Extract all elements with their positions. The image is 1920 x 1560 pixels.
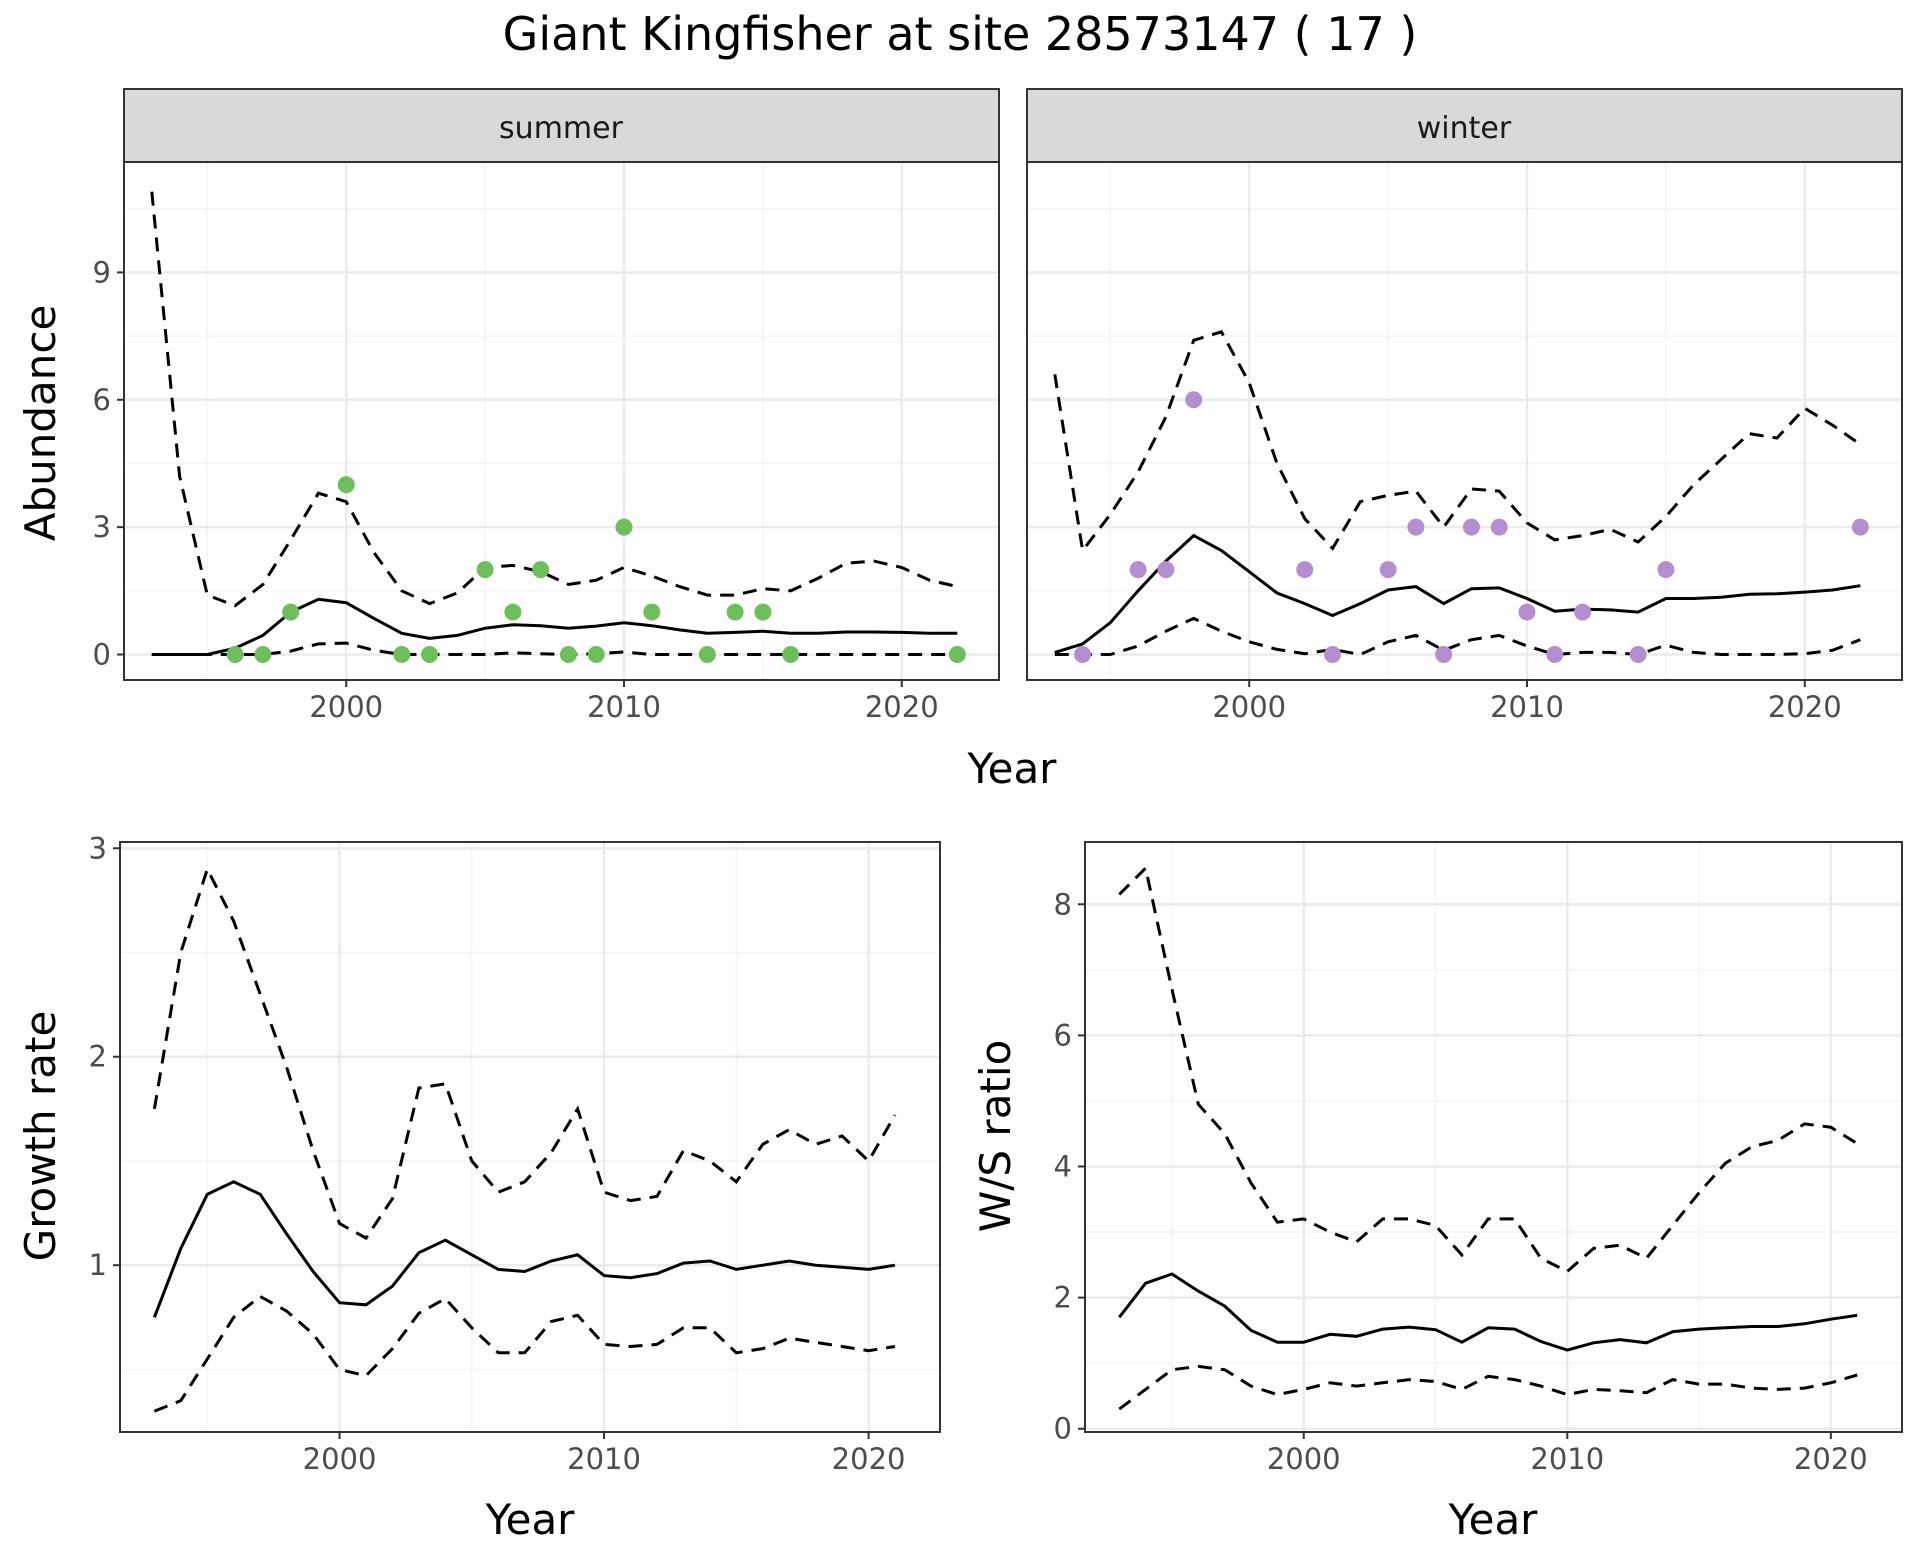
lower-bound-line	[153, 1294, 896, 1413]
ws-y-axis-label: W/S ratio	[971, 1040, 1020, 1233]
x-tick-label: 2020	[1794, 1442, 1868, 1476]
observation-point	[1435, 646, 1453, 664]
ws-x-axis-label: Year	[1448, 1495, 1539, 1544]
upper-bound-line	[152, 865, 897, 1241]
plot-background	[120, 842, 940, 1432]
lower-bound-line	[1118, 1364, 1858, 1411]
facet-strip	[1026, 88, 1903, 163]
y-tick-label: 0	[1054, 1412, 1072, 1446]
y-tick-label: 3	[93, 510, 111, 544]
observation-point	[754, 603, 772, 621]
panel-growth-rate: 2000 2010 2020 1 2 3	[89, 831, 941, 1476]
observation-point	[1157, 561, 1175, 579]
abundance-x-axis-label: Year	[967, 744, 1058, 793]
observation-point	[1518, 603, 1536, 621]
lower-bound-line	[151, 641, 958, 657]
growth-y-axis-label: Growth rate	[16, 1011, 65, 1262]
x-tick-label: 2010	[567, 1442, 641, 1476]
y-tick-label: 9	[93, 255, 111, 289]
upper-bound-line	[150, 191, 958, 608]
observation-point	[532, 561, 550, 579]
observation-point	[337, 476, 355, 494]
observation-point	[476, 561, 494, 579]
observation-point	[226, 646, 244, 664]
strip-label-summer: summer	[499, 111, 624, 146]
facet-strip	[123, 88, 1000, 163]
y-tick-label: 0	[93, 638, 111, 672]
plot-background	[1085, 842, 1902, 1432]
observation-point	[1657, 561, 1675, 579]
observation-point	[615, 518, 633, 536]
plot-background	[124, 162, 999, 680]
strip-label-winter: winter	[1417, 111, 1512, 146]
observation-point	[1296, 561, 1314, 579]
observation-point	[782, 646, 800, 664]
observation-point	[1324, 646, 1342, 664]
upper-bound-line	[1118, 865, 1858, 1274]
observation-point	[504, 603, 522, 621]
x-tick-label: 2000	[1267, 1442, 1341, 1476]
observation-point	[1462, 518, 1480, 536]
observation-point	[254, 646, 272, 664]
y-tick-label: 2	[89, 1040, 107, 1074]
mean-line	[152, 1180, 896, 1318]
panel-border	[1084, 841, 1903, 1433]
observation-point	[948, 646, 966, 664]
observation-point	[421, 646, 439, 664]
panel-winter: 2000 2010 2020	[1026, 88, 1903, 724]
observation-point	[1629, 646, 1647, 664]
observation-point	[587, 646, 605, 664]
y-tick-label: 2	[1054, 1281, 1072, 1315]
observation-point	[1574, 603, 1592, 621]
x-tick-label: 2020	[832, 1442, 906, 1476]
y-tick-label: 3	[89, 831, 107, 865]
y-tick-label: 4	[1054, 1150, 1072, 1184]
x-tick-label: 2020	[1768, 690, 1842, 724]
y-tick-label: 6	[93, 383, 111, 417]
observation-point	[1379, 561, 1397, 579]
observation-point	[1129, 561, 1147, 579]
mean-line	[1054, 533, 1861, 654]
y-tick-label: 1	[89, 1248, 107, 1282]
abundance-y-axis-label: Abundance	[16, 305, 65, 542]
observation-point	[559, 646, 577, 664]
panel-summer: 2000 2010 2020 0 3 6 9	[93, 88, 1000, 724]
observation-point	[1546, 646, 1564, 664]
observation-point	[1074, 646, 1092, 664]
observation-point	[282, 603, 300, 621]
x-tick-label: 2010	[587, 690, 661, 724]
y-tick-label: 6	[1054, 1018, 1072, 1052]
mean-line	[1118, 1272, 1858, 1352]
panel-ws-ratio: 2000 2010 2020 0 2 4 6 8	[1054, 841, 1903, 1476]
x-tick-label: 2010	[1530, 1442, 1604, 1476]
x-tick-label: 2000	[303, 1442, 377, 1476]
observation-point	[698, 646, 716, 664]
x-tick-label: 2000	[1212, 690, 1286, 724]
figure-title: Giant Kingfisher at site 28573147 ( 17 )	[503, 7, 1418, 61]
panel-border	[119, 841, 941, 1433]
y-tick-label: 8	[1054, 887, 1072, 921]
plot-background	[1027, 162, 1902, 680]
lower-bound-line	[1054, 616, 1861, 657]
upper-bound-line	[1053, 330, 1862, 555]
x-tick-label: 2010	[1490, 690, 1564, 724]
growth-x-axis-label: Year	[485, 1495, 576, 1544]
observation-point	[1185, 391, 1203, 409]
observation-point	[1490, 518, 1508, 536]
observation-point	[393, 646, 411, 664]
observation-point	[1407, 518, 1425, 536]
x-tick-label: 2000	[309, 690, 383, 724]
observation-point	[643, 603, 661, 621]
observation-point	[726, 603, 744, 621]
x-tick-label: 2020	[865, 690, 939, 724]
observation-point	[1851, 518, 1869, 536]
